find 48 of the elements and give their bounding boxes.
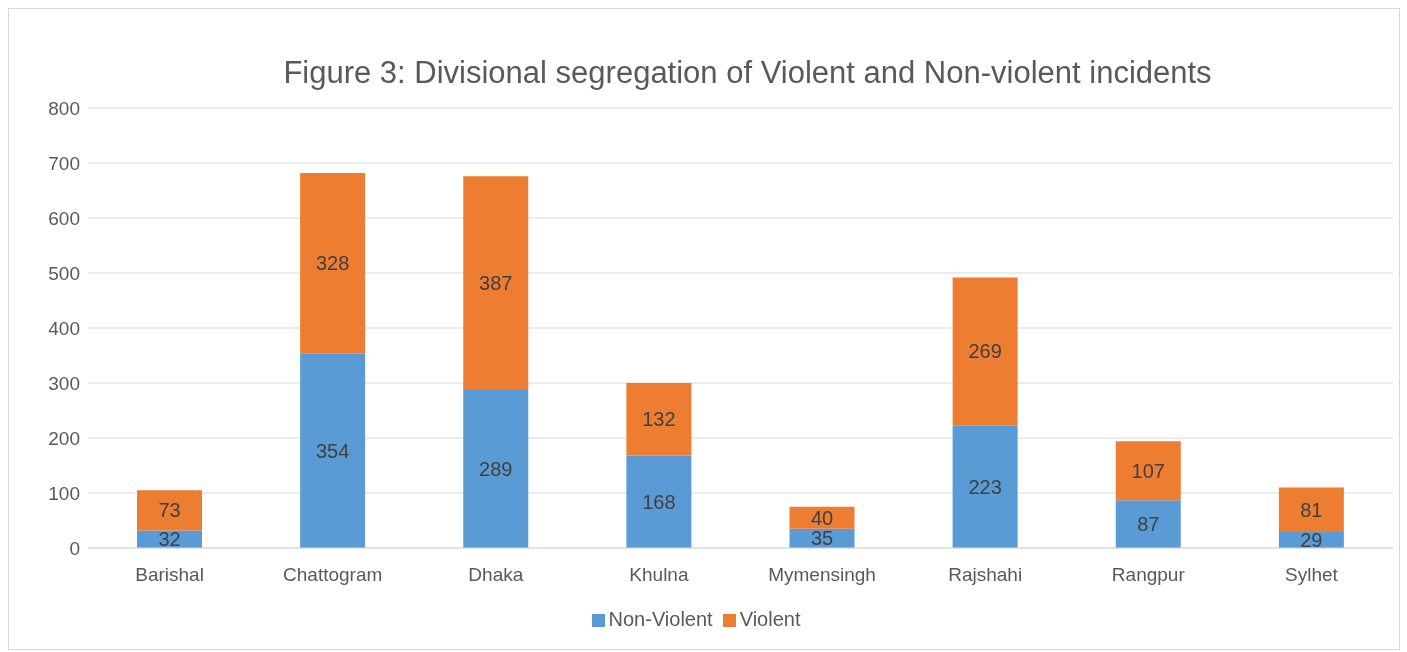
y-tick-label: 0 [69,537,80,559]
data-label: 387 [479,271,513,294]
legend-label: Non-Violent [608,608,713,630]
bar [137,490,202,531]
x-tick-label: Chattogram [283,564,383,586]
data-label: 81 [1300,498,1323,521]
y-tick-label: 200 [48,427,80,449]
bar [1278,487,1344,533]
y-tick-label: 100 [48,482,80,504]
bar [300,353,366,548]
data-label: 132 [642,408,676,431]
y-tick-label: 800 [48,97,80,119]
data-label: 35 [810,527,834,550]
data-label: 29 [1300,529,1323,552]
x-tick-label: Khulna [629,564,689,586]
data-label: 73 [158,499,181,522]
bar [463,389,529,548]
x-tick-label: Rangpur [1111,564,1186,586]
x-tick-label: Sylhet [1285,564,1339,586]
x-tick-label: Mymensingh [768,564,876,586]
bar [952,425,1018,548]
bar [626,455,692,548]
y-tick-label: 300 [48,372,80,394]
data-label: 289 [479,457,513,480]
bar [952,277,1018,426]
bar [626,383,692,456]
legend-label: Violent [739,608,801,630]
x-tick-label: Barishal [135,564,204,586]
bar [1115,500,1181,548]
data-label: 32 [158,528,181,551]
data-label: 107 [1131,459,1165,482]
bar [1115,441,1181,501]
y-tick-label: 500 [48,262,80,284]
y-tick-label: 600 [48,207,80,229]
chart-title: Figure 3: Divisional segregation of Violent and Non-violent incidents [282,55,1213,91]
x-tick-label: Rajshahi [948,564,1023,586]
x-tick-label: Dhaka [468,564,524,586]
y-tick-label: 700 [48,152,80,174]
bar [463,176,529,390]
data-label: 328 [315,252,350,275]
data-label: 223 [968,475,1002,498]
data-label: 269 [968,340,1002,363]
data-label: 40 [810,506,834,529]
data-label: 354 [315,439,350,462]
data-label: 168 [642,490,676,513]
y-tick-label: 400 [48,317,80,339]
bar [300,172,366,354]
data-label: 87 [1137,513,1160,536]
